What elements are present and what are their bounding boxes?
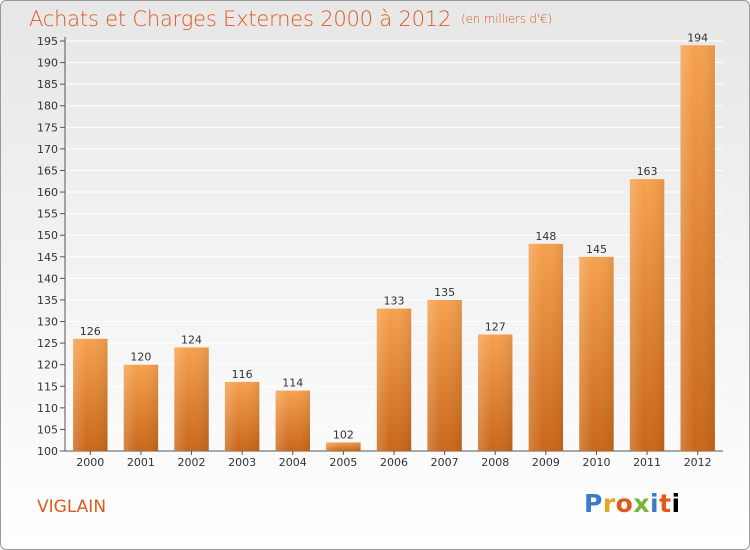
y-tick-label: 170 xyxy=(37,143,58,156)
bar-shading xyxy=(680,45,715,451)
data-label: 135 xyxy=(434,286,455,299)
data-label: 145 xyxy=(586,243,607,256)
logo-letter: P xyxy=(584,489,603,518)
bar-shading xyxy=(376,308,412,451)
y-tick-label: 180 xyxy=(37,100,58,113)
data-label: 163 xyxy=(637,165,658,178)
logo-letter: o xyxy=(615,489,634,518)
y-tick-label: 130 xyxy=(37,316,58,329)
y-tick-label: 125 xyxy=(37,337,58,350)
y-tick-label: 165 xyxy=(37,164,58,177)
x-tick-label: 2010 xyxy=(582,456,610,469)
data-label: 194 xyxy=(687,31,708,44)
bar-shading xyxy=(528,243,564,451)
y-tick-label: 115 xyxy=(37,380,58,393)
bar-shading xyxy=(174,347,209,451)
x-tick-label: 2005 xyxy=(329,456,357,469)
logo-letter: x xyxy=(633,489,650,518)
data-label: 102 xyxy=(333,428,354,441)
proxiti-logo: Proxiti xyxy=(584,489,681,518)
data-label: 120 xyxy=(130,351,151,364)
logo-letter: i xyxy=(650,489,660,518)
data-label: 126 xyxy=(80,325,101,338)
x-tick-label: 2002 xyxy=(178,456,206,469)
y-tick-label: 110 xyxy=(37,402,58,415)
y-tick-label: 120 xyxy=(37,359,58,372)
bar-shading xyxy=(275,390,310,451)
commune-name: VIGLAIN xyxy=(37,497,107,517)
x-tick-label: 2000 xyxy=(76,456,104,469)
data-label: 114 xyxy=(282,377,303,390)
y-tick-label: 185 xyxy=(37,78,58,91)
data-label: 124 xyxy=(181,333,202,346)
logo-letter: t xyxy=(659,489,672,518)
y-tick-label: 150 xyxy=(37,229,58,242)
title-text: Achats et Charges Externes 2000 à 2012 xyxy=(29,7,452,31)
y-tick-label: 195 xyxy=(37,35,58,48)
data-label: 133 xyxy=(384,295,405,308)
x-tick-label: 2011 xyxy=(633,456,661,469)
data-label: 116 xyxy=(232,368,253,381)
y-tick-label: 175 xyxy=(37,121,58,134)
logo-letter: i xyxy=(671,489,681,518)
bar-shading xyxy=(123,364,159,451)
bar-shading xyxy=(224,381,260,451)
x-tick-label: 2004 xyxy=(279,456,307,469)
data-label: 127 xyxy=(485,320,506,333)
y-tick-label: 105 xyxy=(37,423,58,436)
y-tick-label: 160 xyxy=(37,186,58,199)
logo-letter: r xyxy=(602,489,616,518)
x-tick-label: 2008 xyxy=(481,456,509,469)
bar-shading xyxy=(629,179,665,451)
title-unit: (en milliers d'€) xyxy=(461,12,552,26)
x-tick-label: 2009 xyxy=(532,456,560,469)
bar-shading xyxy=(579,256,614,451)
bar-shading xyxy=(478,334,513,451)
chart-title: Achats et Charges Externes 2000 à 2012 (e… xyxy=(29,7,552,31)
x-tick-label: 2001 xyxy=(127,456,155,469)
x-tick-label: 2006 xyxy=(380,456,408,469)
y-tick-label: 145 xyxy=(37,251,58,264)
bar-shading xyxy=(73,338,108,451)
y-tick-label: 155 xyxy=(37,208,58,221)
bar-shading xyxy=(326,442,361,451)
y-tick-label: 190 xyxy=(37,57,58,70)
y-tick-label: 100 xyxy=(37,445,58,458)
y-tick-label: 140 xyxy=(37,272,58,285)
x-tick-label: 2012 xyxy=(684,456,712,469)
x-tick-label: 2007 xyxy=(431,456,459,469)
y-tick-label: 135 xyxy=(37,294,58,307)
bar-shading xyxy=(427,299,462,451)
x-tick-label: 2003 xyxy=(228,456,256,469)
data-label: 148 xyxy=(535,230,556,243)
